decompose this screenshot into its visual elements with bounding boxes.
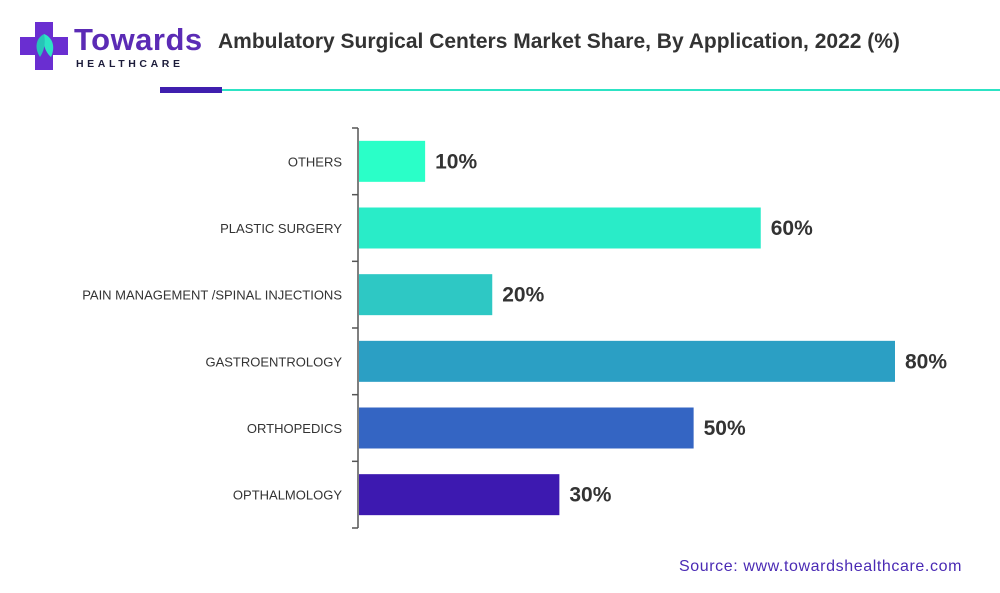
category-label: ORTHOPEDICS xyxy=(247,421,342,436)
header-divider-rule xyxy=(222,89,1000,91)
data-label: 60% xyxy=(771,217,813,240)
data-label: 30% xyxy=(569,484,611,507)
brand-logo: Towards HEALTHCARE xyxy=(18,20,202,74)
bar xyxy=(359,207,761,249)
logo-cross-icon xyxy=(20,22,68,70)
logo-subtitle: HEALTHCARE xyxy=(76,58,184,70)
chart-title: Ambulatory Surgical Centers Market Share… xyxy=(218,30,900,53)
bar xyxy=(359,474,560,516)
bar xyxy=(359,407,694,449)
category-label: PLASTIC SURGERY xyxy=(220,221,342,236)
data-label: 10% xyxy=(435,150,477,173)
source-note: Source: www.towardshealthcare.com xyxy=(678,558,962,575)
logo-wordmark: Towards xyxy=(74,22,203,57)
bar xyxy=(359,140,426,182)
category-label: OPTHALMOLOGY xyxy=(233,488,342,503)
data-label: 80% xyxy=(905,350,947,373)
bar xyxy=(359,274,493,316)
header-accent-rule xyxy=(160,87,222,93)
data-label: 20% xyxy=(502,284,544,307)
bar xyxy=(359,340,895,382)
category-label: OTHERS xyxy=(288,154,343,169)
category-label: GASTROENTROLOGY xyxy=(205,354,342,369)
data-label: 50% xyxy=(704,417,746,440)
category-label: PAIN MANAGEMENT /SPINAL INJECTIONS xyxy=(82,288,342,303)
